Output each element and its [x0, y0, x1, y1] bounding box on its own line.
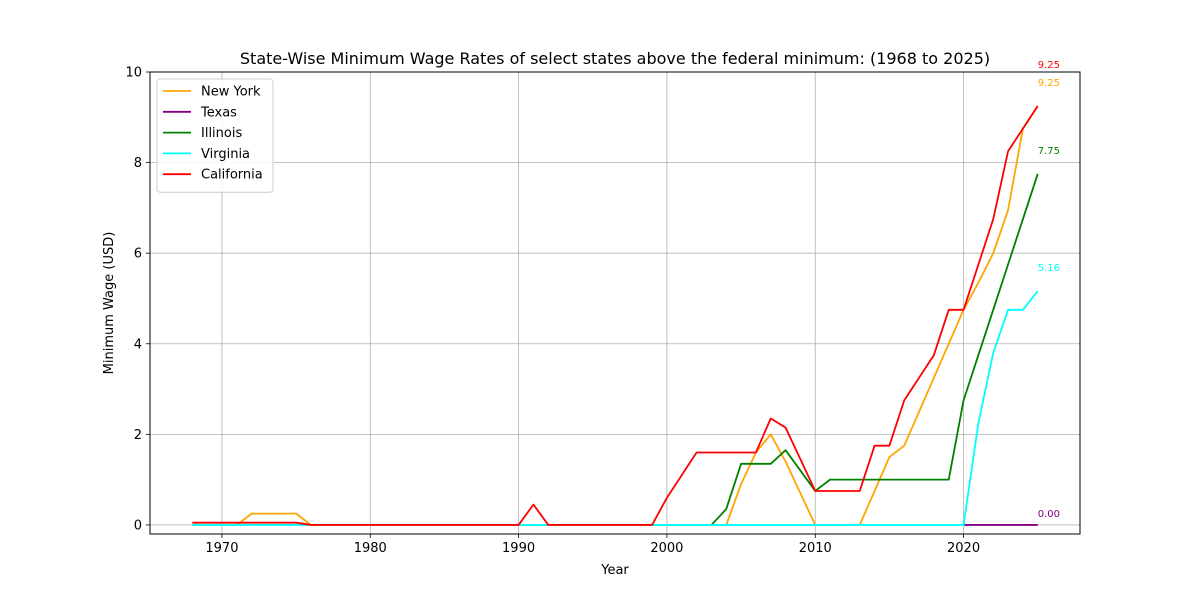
y-tick-label: 0 — [134, 518, 142, 533]
series-line-illinois — [710, 173, 1039, 526]
legend-label: Virginia — [201, 147, 250, 162]
y-tick-label: 4 — [134, 337, 142, 352]
x-tick-label: 1970 — [205, 541, 238, 556]
end-label-illinois: 7.75 — [1038, 146, 1060, 157]
legend-box — [156, 78, 274, 193]
y-tick-label: 2 — [134, 428, 142, 443]
legend-label: Illinois — [201, 126, 242, 141]
end-label-texas: 0.00 — [1038, 509, 1060, 520]
end-labels: 9.25 0.00 7.75 5.16 9.25 — [1038, 60, 1060, 520]
end-label-california: 9.25 — [1038, 60, 1060, 71]
x-tick-label: 1980 — [354, 541, 387, 556]
legend-label: New York — [201, 85, 261, 100]
legend: New York Texas Illinois Virginia California — [156, 78, 274, 193]
series-lines — [192, 105, 1039, 526]
axis-ticks: 1970 1980 1990 2000 2010 2020 0 2 4 6 8 10 — [125, 66, 980, 557]
x-tick-label: 1990 — [502, 541, 535, 556]
x-tick-label: 2020 — [947, 541, 980, 556]
x-axis-label: Year — [600, 563, 629, 578]
legend-label: California — [201, 168, 263, 183]
plot-frame — [149, 71, 1081, 535]
y-tick-label: 10 — [125, 66, 142, 81]
y-axis-label: Minimum Wage (USD) — [102, 232, 117, 375]
legend-label: Texas — [200, 105, 237, 120]
end-label-virginia: 5.16 — [1038, 263, 1060, 274]
x-tick-label: 2010 — [799, 541, 832, 556]
chart-title: State-Wise Minimum Wage Rates of select … — [240, 49, 990, 68]
series-line-california — [192, 105, 1039, 526]
y-tick-label: 8 — [134, 156, 142, 171]
y-tick-label: 6 — [134, 247, 142, 262]
end-label-new-york: 9.25 — [1038, 78, 1060, 89]
x-tick-label: 2000 — [650, 541, 683, 556]
